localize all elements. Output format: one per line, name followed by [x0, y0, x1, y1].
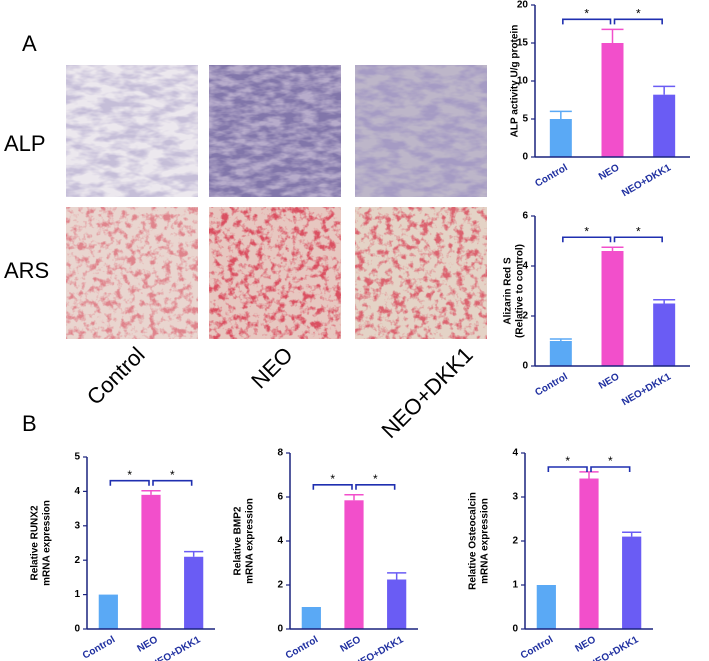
x-tick-label: NEO	[597, 162, 621, 182]
x-tick-label: Control	[533, 371, 569, 398]
y-tick-label: 0	[512, 624, 518, 635]
x-tick-label: NEO+DKK1	[353, 634, 406, 661]
y-axis-label: Alizarin Red S	[503, 257, 514, 325]
y-tick-label: 20	[517, 0, 529, 11]
y-tick-label: 2	[512, 536, 518, 547]
row-label: ALP	[4, 131, 46, 156]
y-tick-label: 10	[517, 76, 529, 87]
bar	[344, 500, 364, 629]
alp-dkk1-texture	[355, 65, 487, 197]
y-axis-label: Relative Osteocalcin	[468, 492, 479, 590]
x-tick-label: Control	[519, 634, 555, 661]
alp-neo-texture	[209, 65, 341, 197]
significance-label: *	[373, 472, 378, 486]
bar	[622, 536, 642, 629]
y-tick-label: 15	[517, 38, 529, 49]
significance-bracket	[613, 18, 663, 25]
ars-dkk1-texture	[355, 207, 487, 339]
significance-label: *	[584, 6, 589, 20]
bar	[387, 579, 407, 629]
bar	[184, 556, 204, 629]
y-tick-label: 0	[74, 624, 80, 635]
y-tick-label: 4	[277, 536, 283, 547]
alp-control-texture	[66, 65, 198, 197]
significance-bracket	[109, 479, 150, 486]
ars-control-texture	[66, 207, 198, 339]
x-tick-label: NEO+DKK1	[150, 634, 203, 661]
bar	[601, 43, 624, 157]
significance-bracket	[312, 484, 353, 490]
bar	[601, 251, 624, 366]
significance-label: *	[170, 468, 175, 482]
y-tick-label: 2	[277, 580, 283, 591]
panel-label: B	[22, 411, 37, 436]
y-tick-label: 1	[512, 580, 518, 591]
bar	[141, 494, 161, 629]
y-axis-label: Relative BMP2	[233, 506, 244, 575]
y-tick-label: 4	[74, 486, 80, 497]
bar	[98, 594, 118, 629]
y-tick-label: 5	[522, 114, 528, 125]
significance-label: *	[636, 224, 641, 238]
x-tick-label: NEO	[574, 634, 598, 654]
y-tick-label: 4	[522, 261, 528, 272]
significance-label: *	[565, 454, 570, 468]
column-label: NEO+DKK1	[377, 342, 478, 443]
bar	[536, 585, 556, 629]
bar	[653, 94, 676, 157]
x-tick-label: NEO+DKK1	[588, 634, 641, 661]
y-tick-label: 3	[74, 520, 80, 531]
bar	[653, 303, 676, 366]
row-label: ARS	[4, 258, 49, 283]
y-tick-label: 1	[74, 589, 80, 600]
x-tick-label: NEO	[339, 634, 363, 654]
significance-bracket	[590, 466, 631, 472]
y-tick-label: 4	[512, 448, 518, 459]
significance-bracket	[355, 484, 396, 490]
ars-neo-texture	[209, 207, 341, 339]
y-axis-label: (Relative to control)	[515, 244, 526, 338]
x-tick-label: Control	[533, 162, 569, 189]
x-tick-label: Control	[81, 634, 117, 661]
x-tick-label: Control	[284, 634, 320, 661]
y-tick-label: 8	[277, 448, 283, 459]
panel-label: A	[22, 31, 37, 56]
y-axis-label: Relative RUNX2	[30, 505, 41, 580]
significance-bracket	[613, 236, 663, 243]
x-tick-label: NEO+DKK1	[620, 371, 673, 408]
significance-label: *	[584, 224, 589, 238]
bar	[301, 607, 321, 629]
y-tick-label: 5	[74, 452, 80, 463]
y-tick-label: 6	[522, 211, 528, 222]
y-axis-label: mRNA expression	[42, 500, 53, 586]
y-tick-label: 6	[277, 492, 283, 503]
significance-label: *	[127, 468, 132, 482]
y-tick-label: 0	[277, 624, 283, 635]
x-tick-label: NEO	[597, 371, 621, 391]
y-axis-label: mRNA expression	[245, 498, 256, 584]
bar	[549, 341, 572, 366]
significance-bracket	[152, 479, 193, 486]
bar	[579, 478, 599, 629]
y-tick-label: 2	[522, 311, 528, 322]
y-axis-label: ALP activity U/g protein	[510, 25, 521, 138]
significance-bracket	[562, 236, 612, 243]
x-tick-label: NEO+DKK1	[620, 162, 673, 199]
micrographs	[66, 65, 487, 339]
significance-label: *	[608, 454, 613, 468]
x-tick-label: NEO	[136, 634, 160, 654]
column-label: Control	[82, 342, 150, 410]
y-tick-label: 0	[522, 152, 528, 163]
y-tick-label: 3	[512, 492, 518, 503]
significance-label: *	[330, 472, 335, 486]
bar	[549, 119, 572, 157]
significance-bracket	[547, 466, 588, 472]
y-axis-label: mRNA expression	[480, 498, 491, 584]
y-tick-label: 0	[522, 361, 528, 372]
y-tick-label: 2	[74, 555, 80, 566]
column-label: NEO	[246, 342, 297, 393]
significance-label: *	[636, 6, 641, 20]
significance-bracket	[562, 18, 612, 25]
